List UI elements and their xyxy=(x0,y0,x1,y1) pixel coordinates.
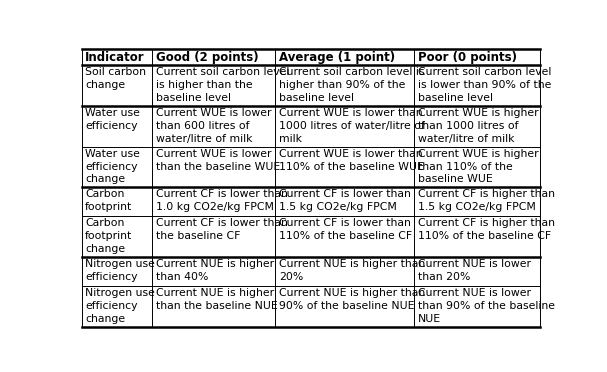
Text: Nitrogen use
efficiency: Nitrogen use efficiency xyxy=(85,259,155,282)
Text: Current CF is lower than
1.5 kg CO2e/kg FPCM: Current CF is lower than 1.5 kg CO2e/kg … xyxy=(279,189,411,212)
Text: Current NUE is higher
than the baseline NUE: Current NUE is higher than the baseline … xyxy=(156,288,277,311)
Text: Current soil carbon level
is lower than 90% of the
baseline level: Current soil carbon level is lower than … xyxy=(418,67,551,103)
Text: Current NUE is lower
than 20%: Current NUE is lower than 20% xyxy=(418,259,531,282)
Text: Indicator: Indicator xyxy=(85,51,145,64)
Text: Current CF is lower than
1.0 kg CO2e/kg FPCM: Current CF is lower than 1.0 kg CO2e/kg … xyxy=(156,189,288,212)
Text: Current WUE is lower
than the baseline WUE: Current WUE is lower than the baseline W… xyxy=(156,149,280,171)
Text: Current WUE is higher
than 1000 litres of
water/litre of milk: Current WUE is higher than 1000 litres o… xyxy=(418,108,538,144)
Text: Current WUE is lower than
110% of the baseline WUE: Current WUE is lower than 110% of the ba… xyxy=(279,149,424,171)
Text: Current WUE is lower
than 600 litres of
water/litre of milk: Current WUE is lower than 600 litres of … xyxy=(156,108,271,144)
Text: Good (2 points): Good (2 points) xyxy=(156,51,259,64)
Text: Poor (0 points): Poor (0 points) xyxy=(418,51,517,64)
Text: Water use
efficiency
change: Water use efficiency change xyxy=(85,149,140,184)
Text: Current soil carbon level
is higher than the
baseline level: Current soil carbon level is higher than… xyxy=(156,67,289,103)
Text: Current NUE is lower
than 90% of the baseline
NUE: Current NUE is lower than 90% of the bas… xyxy=(418,288,555,324)
Text: Current WUE is lower than
1000 litres of water/litre of
milk: Current WUE is lower than 1000 litres of… xyxy=(279,108,425,144)
Text: Average (1 point): Average (1 point) xyxy=(279,51,395,64)
Text: Carbon
footprint
change: Carbon footprint change xyxy=(85,218,132,254)
Text: Soil carbon
change: Soil carbon change xyxy=(85,67,146,90)
Text: Current CF is lower than
110% of the baseline CF: Current CF is lower than 110% of the bas… xyxy=(279,218,412,241)
Text: Current WUE is higher
than 110% of the
baseline WUE: Current WUE is higher than 110% of the b… xyxy=(418,149,538,184)
Text: Current CF is lower than
the baseline CF: Current CF is lower than the baseline CF xyxy=(156,218,288,241)
Text: Current soil carbon level is
higher than 90% of the
baseline level: Current soil carbon level is higher than… xyxy=(279,67,425,103)
Text: Water use
efficiency: Water use efficiency xyxy=(85,108,140,131)
Text: Current CF is higher than
110% of the baseline CF: Current CF is higher than 110% of the ba… xyxy=(418,218,555,241)
Text: Carbon
footprint: Carbon footprint xyxy=(85,189,132,212)
Text: Current NUE is higher than
90% of the baseline NUE: Current NUE is higher than 90% of the ba… xyxy=(279,288,426,311)
Text: Nitrogen use
efficiency
change: Nitrogen use efficiency change xyxy=(85,288,155,324)
Text: Current NUE is higher than
20%: Current NUE is higher than 20% xyxy=(279,259,426,282)
Text: Current CF is higher than
1.5 kg CO2e/kg FPCM: Current CF is higher than 1.5 kg CO2e/kg… xyxy=(418,189,555,212)
Text: Current NUE is higher
than 40%: Current NUE is higher than 40% xyxy=(156,259,274,282)
